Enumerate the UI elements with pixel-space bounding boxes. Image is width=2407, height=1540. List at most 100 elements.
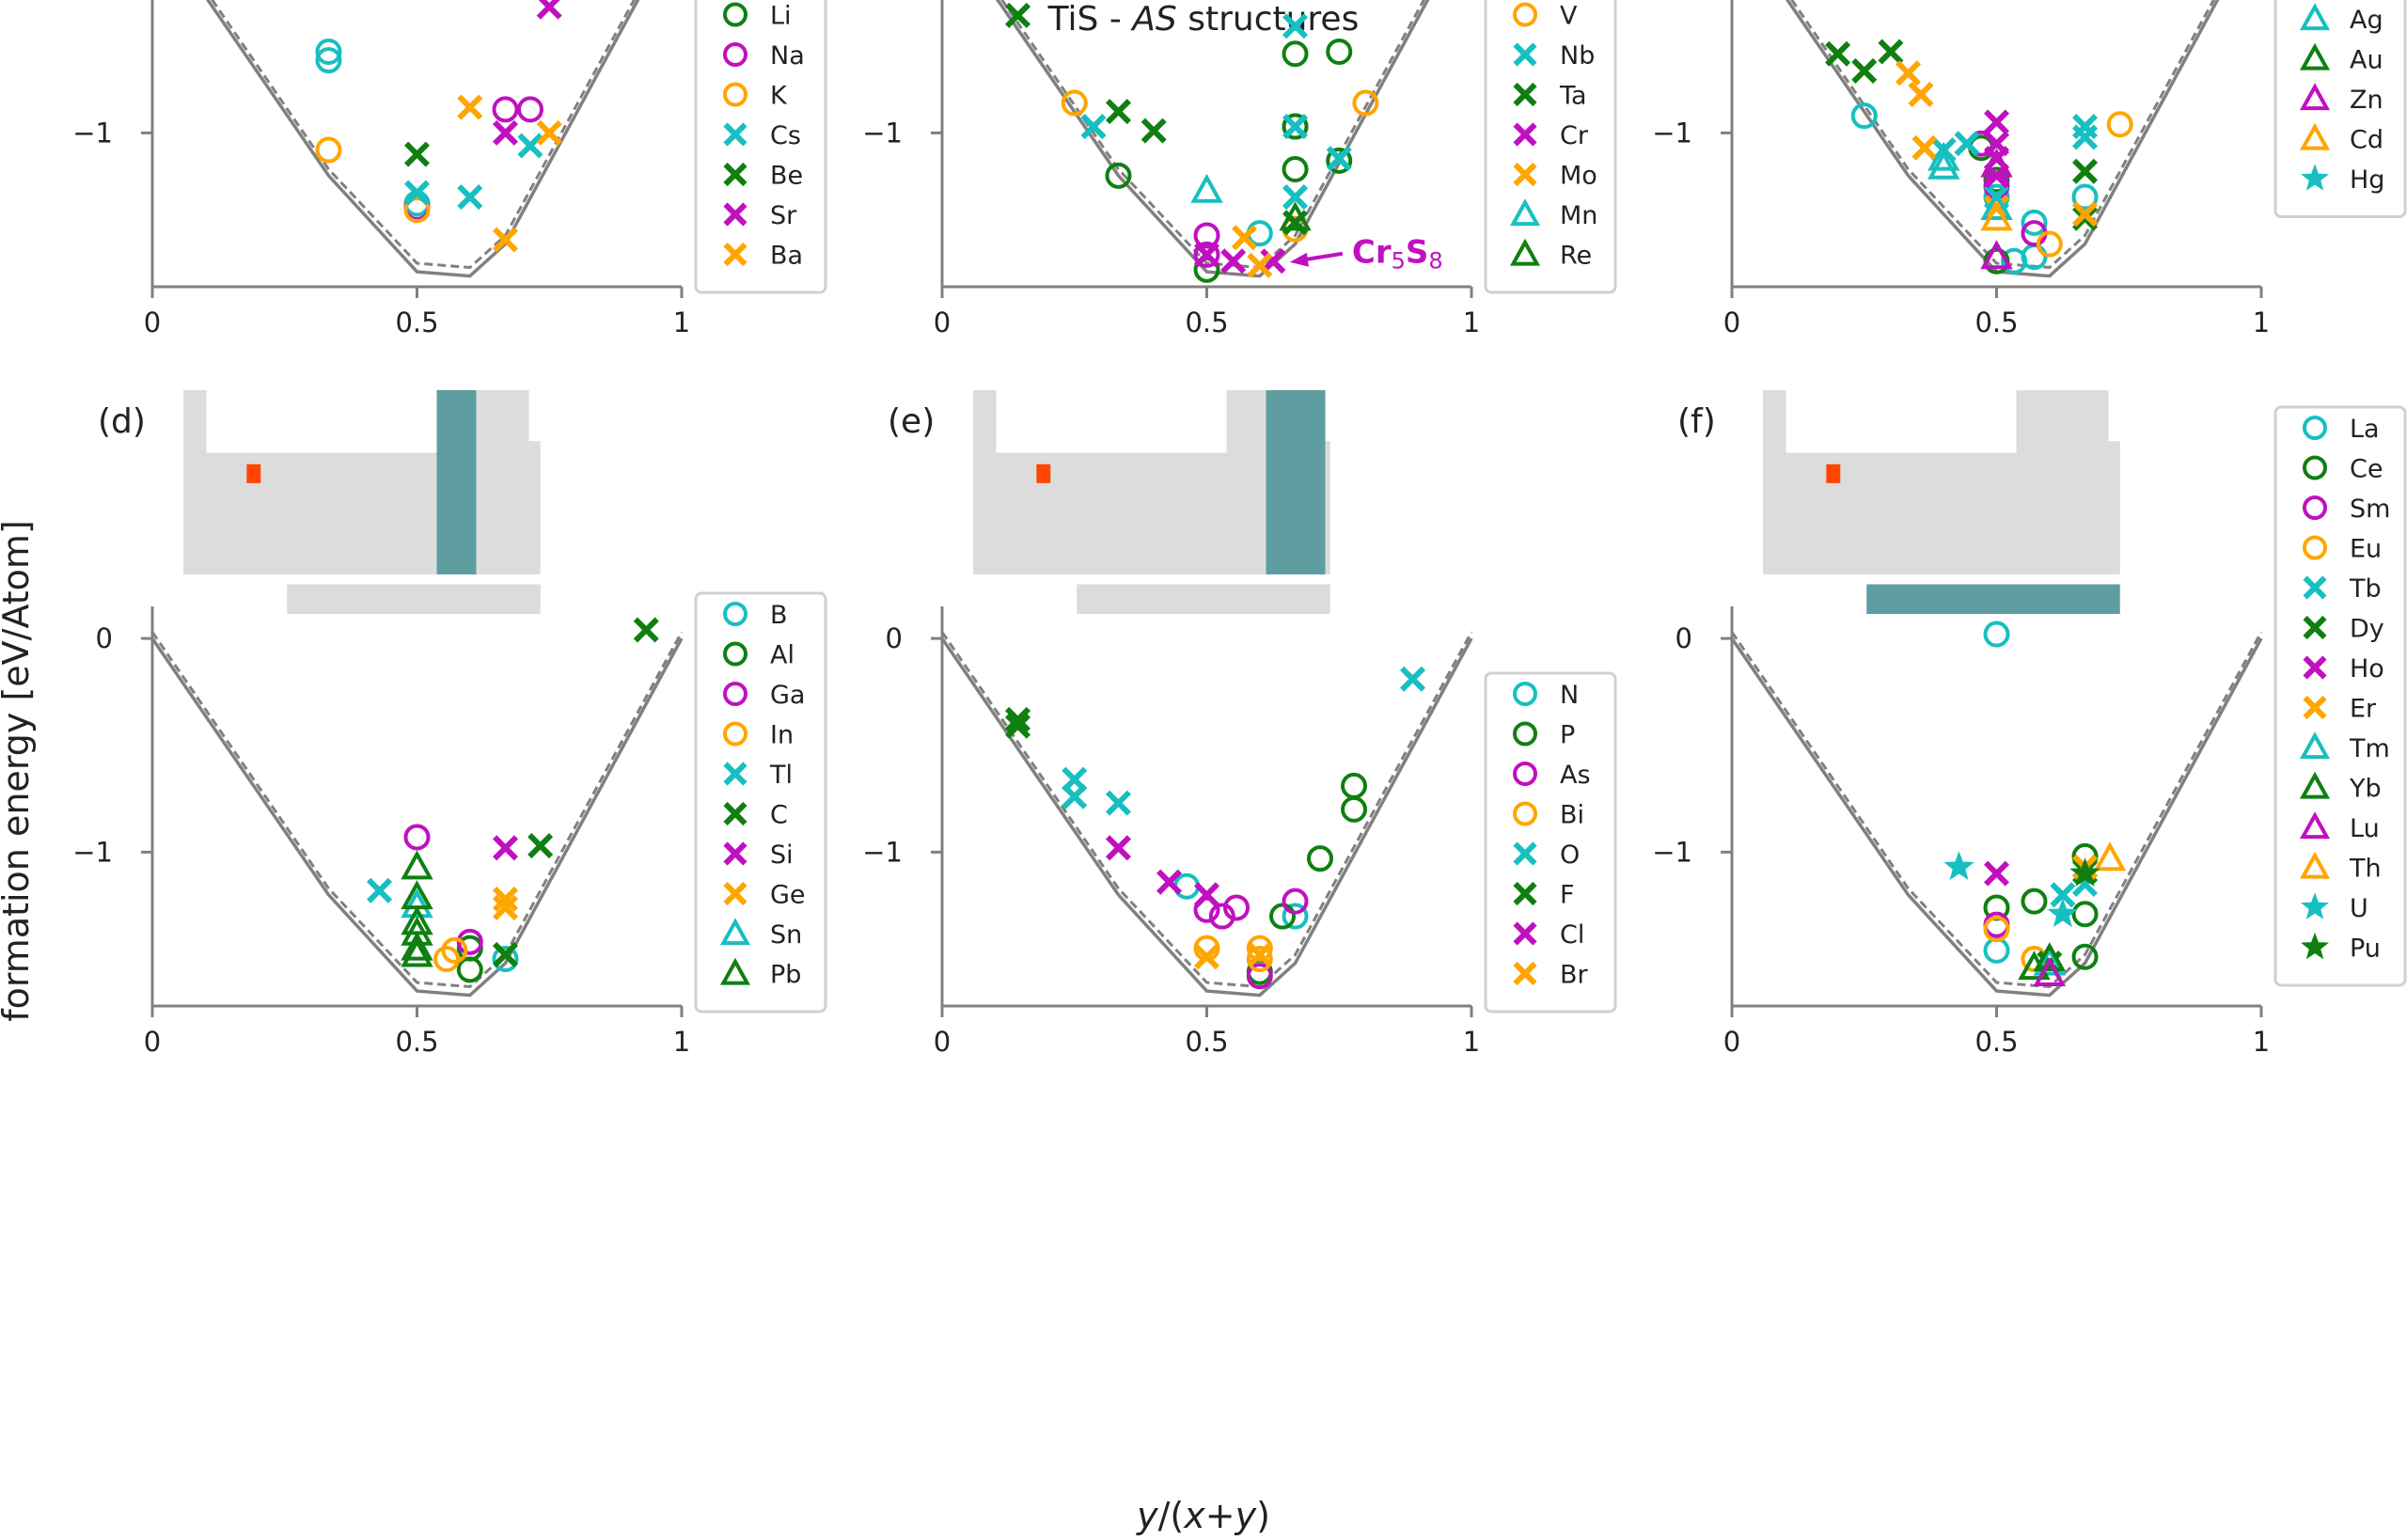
y-tick-label: −1 — [862, 117, 903, 149]
data-point-cl — [1193, 882, 1220, 908]
panels: (a)00.510−1HLiNaKCsBeSrBa(b)00.510−1Cr5S… — [72, 0, 2407, 1058]
periodic-table-f-block — [287, 584, 541, 614]
legend-marker-mn — [1509, 198, 1541, 227]
data-point-cr — [1193, 242, 1220, 268]
data-point-fe — [1850, 102, 1878, 130]
legend-marker-n — [1513, 682, 1537, 706]
data-point-as — [1223, 894, 1251, 921]
legend-label: Hg — [2350, 165, 2384, 195]
data-point-cs — [457, 184, 483, 211]
data-point-fe — [2071, 183, 2099, 211]
legend-label: Eu — [2350, 535, 2382, 564]
data-point-nb — [1080, 114, 1107, 140]
legend-marker-zn — [2299, 83, 2331, 111]
legend-label: Br — [1560, 961, 1589, 990]
data-point-cu — [2071, 201, 2099, 228]
legend-marker-li — [723, 2, 747, 27]
data-point-yb — [2018, 951, 2051, 981]
data-point-ni — [1954, 131, 1980, 157]
data-point-as — [1208, 903, 1235, 930]
data-point-eu — [1983, 916, 2010, 943]
data-point-fe — [2021, 209, 2048, 236]
legend-label: Ho — [2350, 654, 2384, 684]
legend-label: O — [1560, 841, 1580, 870]
legend-marker-bi — [1513, 801, 1537, 826]
data-point-zn — [1980, 148, 2013, 178]
data-point-bi — [1246, 935, 1273, 962]
legend-marker-th — [2299, 851, 2331, 879]
periodic-table-inset — [973, 390, 1330, 614]
legend-label: Cd — [2350, 126, 2383, 155]
legend: FeCoRhIrNiPdPtCuAgAuZnCdHg — [2273, 0, 2407, 218]
legend: NP As Bi OF Cl Br — [1484, 671, 1617, 1014]
legend-label: Bi — [1560, 801, 1584, 830]
legend-marker-au — [2299, 42, 2331, 71]
data-point-na — [492, 96, 519, 123]
legend-marker-lu — [2299, 811, 2331, 840]
legend-marker-ho — [2303, 655, 2327, 680]
data-point-sn — [401, 888, 433, 919]
data-point-ta — [1004, 2, 1031, 28]
legend-label: La — [2350, 415, 2380, 444]
legend: La Ce Sm Eu Tb Dy Ho Er Tm Yb Lu Th U Pu — [2273, 405, 2407, 987]
legend-label: F — [1560, 881, 1575, 910]
x-axis-label: y/(x+y) — [1136, 1495, 1270, 1536]
legend-frame — [694, 591, 827, 1014]
hull-line — [205, 0, 640, 278]
data-point-cu — [1895, 60, 1922, 86]
legend-marker-ce — [2303, 455, 2327, 480]
data-point-ti — [1282, 156, 1309, 182]
legend-label: Sr — [770, 201, 797, 230]
legend-label: Mo — [1560, 162, 1597, 191]
annotation-arrow-head — [1289, 252, 1309, 267]
legend-label: Ce — [2350, 455, 2383, 484]
legend-label: Al — [770, 641, 794, 670]
data-point-ag — [1927, 149, 1960, 180]
x-tick-label: 0.5 — [395, 1026, 438, 1058]
y-tick-label: 0 — [886, 622, 903, 654]
data-point-cl — [1105, 835, 1132, 861]
data-point-ba — [457, 94, 483, 120]
legend-label: Dy — [2350, 615, 2384, 644]
data-point-ce — [2071, 943, 2099, 970]
data-point-sr — [536, 0, 562, 20]
legend-marker-al — [723, 641, 747, 667]
data-point-pb — [401, 931, 433, 961]
legend-marker-mo — [1513, 162, 1537, 187]
legend-marker-in — [723, 721, 747, 746]
data-point-u — [1943, 851, 1974, 881]
legend-label: U — [2350, 894, 2368, 923]
hull-line — [150, 637, 684, 998]
hull-line-dashed — [1730, 631, 2263, 989]
data-point-ti — [1282, 40, 1309, 68]
x-tick-label: 0 — [934, 1026, 951, 1058]
data-point-ag — [1980, 190, 2013, 220]
legend-marker-sm — [2303, 495, 2327, 520]
legend-marker-ba — [723, 242, 747, 267]
x-tick-label: 0 — [1723, 306, 1740, 338]
data-point-ti — [1105, 162, 1132, 189]
data-point-c — [527, 833, 554, 859]
data-point-bi — [1246, 946, 1273, 972]
panel-c: (c)00.510−1FeCoRhIrNiPdPtCuAgAuZnCdHg — [1652, 0, 2407, 338]
data-point-tb — [2050, 882, 2076, 908]
x-tick-label: 1 — [2253, 306, 2270, 338]
periodic-table-highlight — [1266, 390, 1326, 574]
data-point-lu — [2033, 956, 2066, 986]
legend-marker-na — [723, 42, 747, 67]
panel-label: (f) — [1677, 402, 1716, 441]
y-tick-label: −1 — [1652, 836, 1692, 868]
panel-e: (e) 0 0.5 1 0 −1 NP As Bi OF Cl Br — [862, 390, 1617, 1058]
data-point-ga — [403, 824, 431, 851]
legend-marker-la — [2303, 416, 2327, 440]
panel-f: (f) 0 0.5 1 0 −1 La Ce Sm Eu Tb Dy Ho Er Tm Yb Lu Th U Pu — [1652, 390, 2407, 1058]
periodic-table-f-block — [1866, 584, 2120, 614]
data-point-ir — [2036, 230, 2063, 258]
data-point-as — [1282, 888, 1309, 915]
legend-frame — [1484, 0, 1617, 294]
legend-label: Tm — [2349, 734, 2390, 763]
legend-label: P — [1560, 721, 1575, 750]
data-point-zn — [1980, 240, 2013, 270]
data-point-ti — [1326, 39, 1353, 65]
data-point-nb — [1282, 114, 1309, 140]
